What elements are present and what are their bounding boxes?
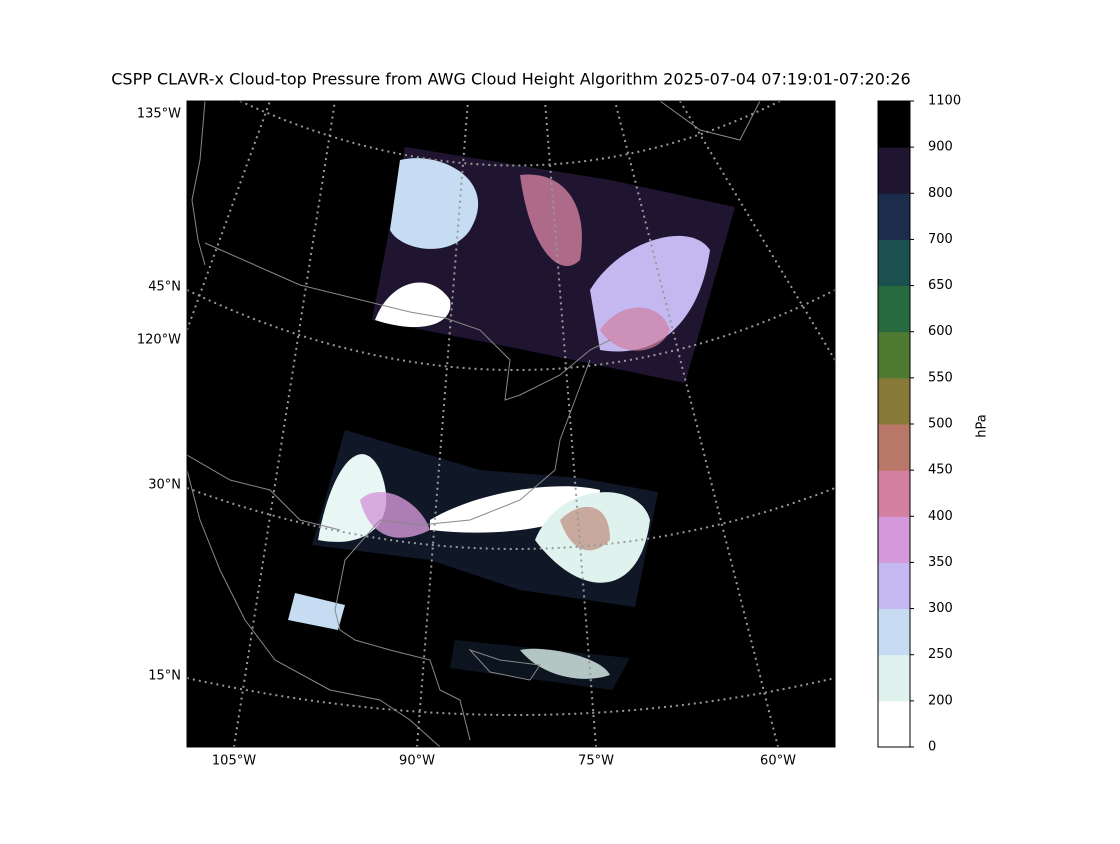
colorbar-tick-label: 600 [928, 324, 953, 339]
coastline [334, 359, 591, 741]
longitude-line [233, 101, 336, 747]
coastline [659, 101, 761, 141]
colorbar-segment [878, 377, 910, 425]
colorbar-segment [878, 239, 910, 287]
colorbar-tick-label: 900 [928, 140, 953, 155]
colorbar-tick-label: 250 [928, 647, 953, 662]
colorbar-label: hPa [975, 414, 990, 437]
colorbar: hPa 0 200 250 300 350 400 450 500 550 600 650 700 80… [877, 94, 990, 755]
colorbar-segment [878, 654, 910, 702]
lon-label: 120°W [137, 333, 181, 348]
longitude-line [679, 101, 835, 361]
colorbar-tick-label: 0 [928, 740, 936, 755]
longitude-line [187, 101, 271, 331]
cloud-swath [288, 593, 345, 630]
colorbar-segment [878, 516, 910, 563]
lon-label: 90°W [399, 754, 435, 769]
colorbar-tick-label: 700 [928, 232, 953, 247]
cloud [600, 307, 670, 351]
coastline [191, 101, 206, 266]
lat-label: 45°N [148, 280, 181, 295]
lat-label: 15°N [148, 669, 181, 684]
lat-label: 30°N [148, 478, 181, 493]
coastlines [187, 101, 761, 747]
colorbar-segment [878, 285, 910, 333]
colorbar-tick-label: 200 [928, 693, 953, 708]
lon-label: 105°W [212, 754, 256, 769]
colorbar-segment [878, 101, 910, 148]
colorbar-segment [878, 470, 910, 517]
cloud [520, 174, 582, 267]
colorbar-segment [878, 193, 910, 240]
map-frame [186, 100, 836, 748]
longitude-line [416, 101, 469, 747]
colorbar-segment [878, 562, 910, 610]
colorbar-tick-label: 550 [928, 370, 953, 385]
colorbar-tick-label: 500 [928, 417, 953, 432]
lon-label: 60°W [760, 754, 796, 769]
colorbar-segment [878, 331, 910, 379]
colorbar-tick-label: 300 [928, 601, 953, 616]
cloud [520, 648, 610, 679]
latitude-line [187, 677, 835, 716]
colorbar-tick-label: 650 [928, 278, 953, 293]
colorbar-tick-label: 350 [928, 555, 953, 570]
colorbar-tick-label: 1100 [928, 94, 961, 109]
cloud [560, 506, 610, 551]
border [204, 242, 611, 401]
lon-label: 75°W [578, 754, 614, 769]
latitude-line [239, 101, 781, 167]
cloud [390, 158, 479, 249]
lon-label: 135°W [137, 107, 181, 122]
colorbar-tick-label: 400 [928, 509, 953, 524]
cloud [360, 491, 430, 538]
map-title: CSPP CLAVR-x Cloud-top Pressure from AWG… [111, 70, 910, 89]
colorbar-segment [878, 700, 910, 748]
coastline [468, 648, 541, 681]
colorbar-tick-label: 450 [928, 463, 953, 478]
colorbar-segment [878, 608, 910, 656]
colorbar-segment [878, 147, 910, 194]
map: 135°W 120°W 45°N 30°N 15°N 105°W 90°W 75… [137, 100, 836, 769]
longitude-line [544, 101, 597, 747]
colorbar-segment [878, 424, 910, 471]
coastline [187, 469, 441, 747]
colorbar-tick-label: 800 [928, 186, 953, 201]
border [187, 454, 341, 531]
graticule [187, 101, 835, 747]
